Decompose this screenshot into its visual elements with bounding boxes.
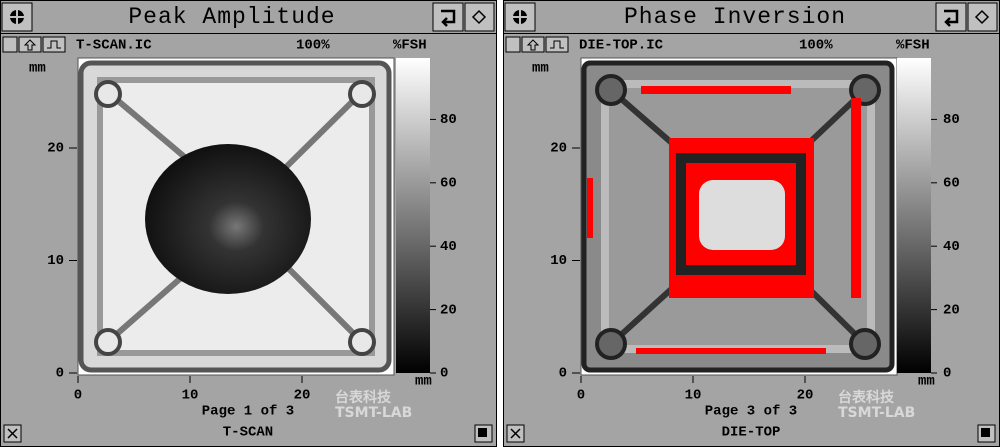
- x-tick-label: 20: [294, 388, 311, 404]
- y-axis-label: mm: [29, 61, 46, 77]
- red-patch: [587, 178, 593, 238]
- die-edge: [676, 153, 806, 275]
- red-patch: [731, 280, 811, 296]
- panel-title: Peak Amplitude: [128, 4, 335, 30]
- resize-icon: [478, 428, 487, 437]
- tool-icon[interactable]: [42, 36, 66, 53]
- arrow-icon: [526, 39, 540, 51]
- close-icon: [7, 428, 18, 439]
- y-tick-label: 0: [56, 366, 64, 382]
- y-tick-label: 10: [47, 253, 64, 269]
- red-patch: [851, 98, 861, 298]
- red-patch: [641, 86, 791, 94]
- die-center: [699, 180, 785, 250]
- corner-pad: [595, 328, 627, 360]
- watermark: TSMT-LAB: [838, 405, 915, 421]
- watermark: 台表科技: [335, 389, 392, 406]
- scale-tick-label: 0: [440, 366, 448, 382]
- x-tick-label: 0: [74, 388, 82, 404]
- page-indicator: Page 1 of 3: [202, 404, 294, 420]
- x-tick-label: 10: [182, 388, 199, 404]
- options-button[interactable]: [967, 2, 998, 32]
- corner-pad: [849, 328, 881, 360]
- scale-tick-label: 40: [440, 239, 457, 255]
- tie-bar: [280, 260, 363, 343]
- tool-icon[interactable]: [505, 36, 521, 53]
- x-tick-label: 10: [685, 388, 702, 404]
- x-axis-label: mm: [415, 374, 432, 390]
- y-tick-label: 0: [559, 366, 567, 382]
- wave-icon: [47, 40, 61, 49]
- return-icon: [944, 9, 959, 27]
- menu-button[interactable]: [504, 2, 536, 32]
- arrow-icon: [23, 39, 37, 51]
- scale-tick-label: 80: [440, 112, 457, 128]
- scale-unit: %FSH: [393, 38, 427, 54]
- scale-unit: %FSH: [896, 38, 930, 54]
- image-frame: [77, 57, 395, 376]
- tool-icon[interactable]: [521, 36, 545, 53]
- scale-tick-label: 20: [440, 302, 457, 318]
- tool-icon[interactable]: [2, 36, 18, 53]
- return-button[interactable]: [935, 2, 967, 32]
- scan-image: [581, 58, 897, 375]
- watermark: 台表科技: [838, 389, 895, 406]
- y-tick-label: 10: [550, 253, 567, 269]
- scale-tick-label: 0: [943, 366, 951, 382]
- scale-tick-label: 40: [943, 239, 960, 255]
- delamination: [145, 144, 311, 294]
- corner-pad: [595, 74, 627, 106]
- panel: Peak Amplitude T-SCAN.IC 100% %FSH 0 20 40 60 80…: [0, 0, 497, 447]
- options-button[interactable]: [464, 2, 495, 32]
- gain: 100%: [296, 38, 330, 54]
- y-tick-label: 20: [550, 141, 567, 157]
- corner-pad: [94, 328, 122, 356]
- scale-tick-label: 60: [943, 176, 960, 192]
- tool-icon[interactable]: [545, 36, 569, 53]
- close-icon: [510, 428, 521, 439]
- corner-pad: [348, 80, 376, 108]
- resize-icon: [981, 428, 990, 437]
- red-patch: [636, 348, 826, 354]
- corner-pad: [94, 80, 122, 108]
- scale-tick-label: 60: [440, 176, 457, 192]
- color-bar: [897, 58, 931, 373]
- corner-pad: [348, 328, 376, 356]
- y-axis-label: mm: [532, 61, 549, 77]
- crosshair-icon: [9, 9, 25, 25]
- corner-pad: [849, 74, 881, 106]
- color-bar: [396, 58, 430, 373]
- gain: 100%: [799, 38, 833, 54]
- tie-bar: [275, 91, 363, 178]
- y-tick-label: 20: [47, 141, 64, 157]
- diamond-icon: [471, 9, 487, 25]
- crosshair-icon: [512, 9, 528, 25]
- scan-image: [78, 58, 394, 375]
- diamond-icon: [974, 9, 990, 25]
- scan-name: T-SCAN: [223, 425, 273, 441]
- scan-name: DIE-TOP: [722, 425, 781, 441]
- x-tick-label: 20: [797, 388, 814, 404]
- panel: Phase Inversion DIE-TOP.IC 100% %FSH 0 20 40 60…: [503, 0, 1000, 447]
- scale-tick-label: 80: [943, 112, 960, 128]
- x-tick-label: 0: [577, 388, 585, 404]
- return-icon: [441, 9, 456, 27]
- tool-icon[interactable]: [18, 36, 42, 53]
- scale-tick-label: 20: [943, 302, 960, 318]
- panel-title: Phase Inversion: [624, 4, 846, 30]
- file-name: DIE-TOP.IC: [579, 38, 664, 54]
- return-button[interactable]: [432, 2, 464, 32]
- x-axis-label: mm: [918, 374, 935, 390]
- page-indicator: Page 3 of 3: [705, 404, 797, 420]
- watermark: TSMT-LAB: [335, 405, 412, 421]
- file-name: T-SCAN.IC: [76, 38, 152, 54]
- wave-icon: [550, 40, 564, 49]
